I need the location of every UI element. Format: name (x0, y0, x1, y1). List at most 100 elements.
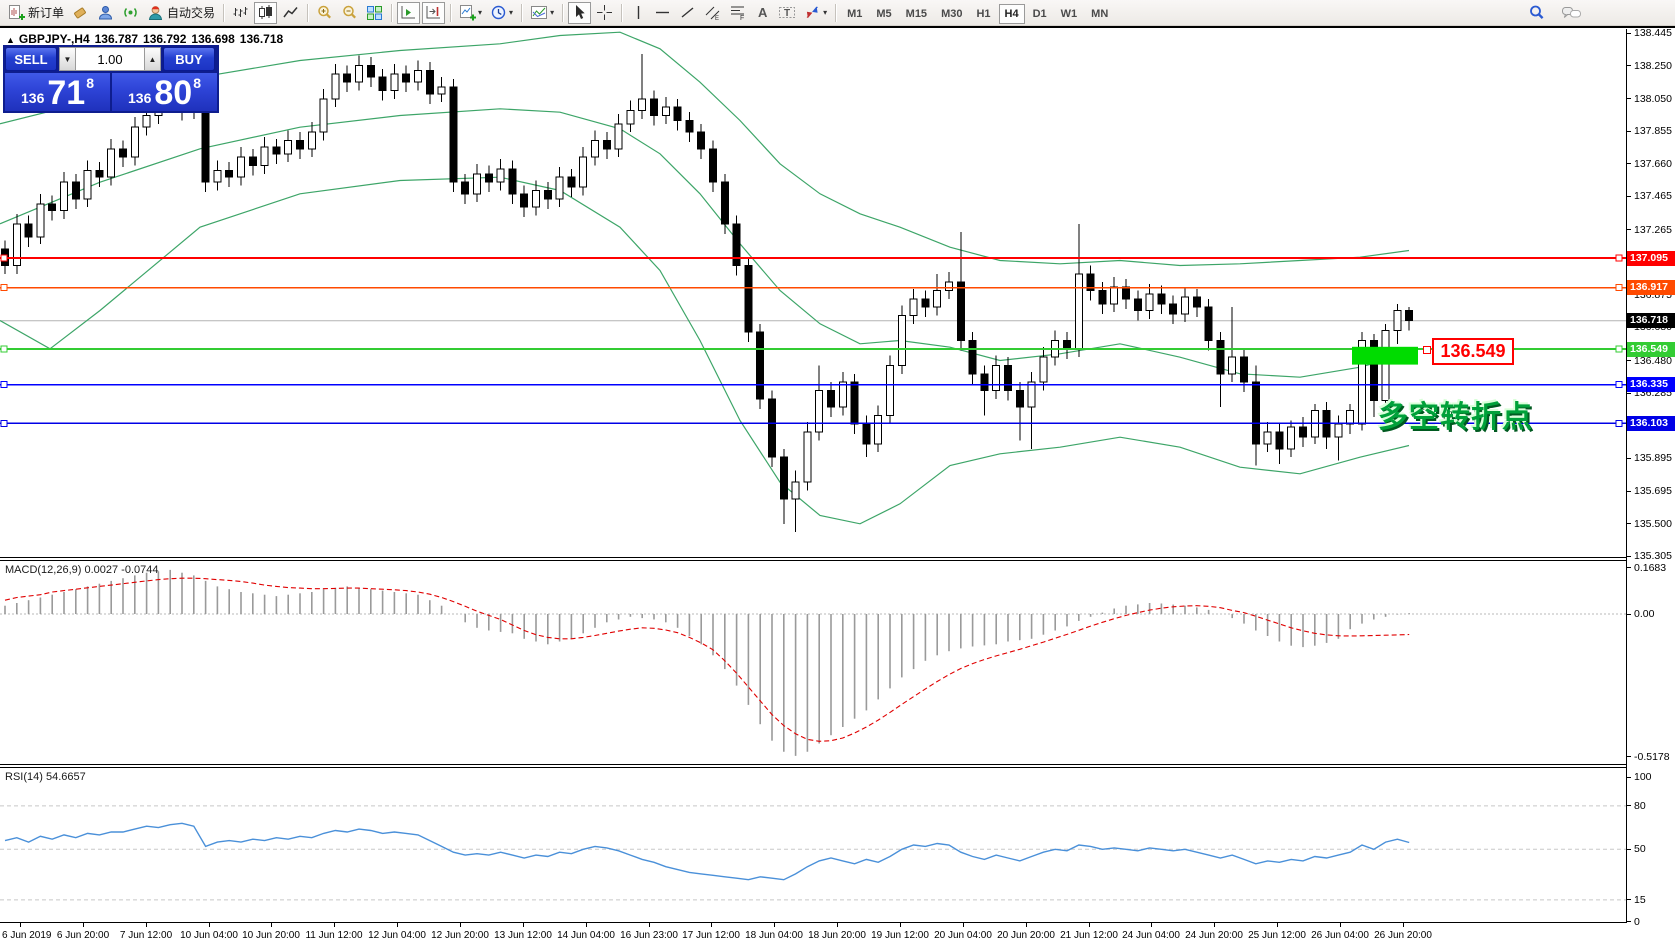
turning-point-annotation[interactable]: 多空转折点 (1378, 401, 1533, 434)
new-order-button[interactable]: 新订单 (5, 2, 67, 24)
rsi-tick (1627, 899, 1631, 901)
eraser-button[interactable] (69, 2, 92, 24)
timeframe-m15[interactable]: M15 (905, 7, 928, 20)
user-button[interactable] (94, 2, 117, 24)
line-chart-button[interactable] (279, 2, 302, 24)
candle-body (732, 223, 741, 267)
sell-button[interactable]: SELL (5, 47, 57, 71)
volume-decrease-button[interactable]: ▼ (59, 47, 76, 71)
chart-symbol-header[interactable]: ▲ GBPJPY-,H4 136.787 136.792 136.698 136.718 (6, 32, 288, 46)
time-axis[interactable]: 6 Jun 2019 6 Jun 20:00 7 Jun 12:00 10 Jun 0… (0, 922, 1627, 948)
collapse-triangle-icon[interactable]: ▲ (6, 35, 15, 45)
fibonacci-button[interactable]: F (726, 2, 749, 24)
periods-button[interactable]: ▾ (487, 2, 516, 24)
buy-button[interactable]: BUY (163, 47, 215, 71)
chart-profile-button[interactable]: ▾ (527, 2, 557, 24)
time-label: 6 Jun 2019 (2, 930, 52, 941)
chevron-down-icon[interactable]: ▾ (823, 8, 828, 17)
toolbar-right-group (1524, 2, 1587, 24)
separator (450, 3, 452, 22)
macd-label: MACD(12,26,9) 0.0027 -0.0744 (5, 564, 159, 576)
candle-body (1133, 298, 1142, 311)
separator (621, 3, 623, 22)
horizontal-line-button[interactable] (651, 2, 674, 24)
time-tick (649, 923, 650, 927)
main-chart[interactable] (0, 29, 1626, 557)
level-handle (0, 419, 8, 427)
trendline-button[interactable] (676, 2, 699, 24)
auto-trading-button[interactable]: 自动交易 (144, 2, 218, 24)
candle-body (130, 126, 139, 158)
chart-shift-button[interactable] (422, 1, 446, 24)
time-tick (586, 923, 587, 927)
chat-button[interactable] (1558, 2, 1586, 24)
time-tick (1214, 923, 1215, 927)
indicators-button[interactable]: ▾ (456, 2, 485, 24)
signal-button[interactable] (119, 2, 142, 24)
equidistant-channel-button[interactable]: E (701, 2, 724, 24)
candle-body (838, 381, 847, 408)
zoom-out-button[interactable] (338, 2, 361, 24)
text-label-button[interactable]: T (775, 2, 799, 24)
separator (391, 3, 393, 22)
volume-input[interactable] (76, 47, 144, 71)
panel-divider[interactable] (0, 557, 1675, 558)
chevron-down-icon[interactable]: ▾ (509, 8, 514, 17)
level-label-anchor[interactable] (1423, 346, 1431, 354)
arrows-button[interactable]: ▾ (801, 2, 830, 24)
time-tick (1151, 923, 1152, 927)
sell-price-display[interactable]: 136 71 8 (5, 73, 110, 111)
candle-body (83, 170, 92, 200)
crosshair-icon (597, 5, 613, 20)
search-button[interactable] (1525, 2, 1549, 24)
zoom-in-button[interactable] (313, 2, 336, 24)
chevron-down-icon[interactable]: ▾ (478, 8, 483, 17)
panel-divider[interactable] (0, 764, 1675, 765)
window-frame-line (0, 26, 1675, 28)
panel-divider (0, 560, 1675, 561)
tile-windows-button[interactable] (363, 2, 386, 24)
arrows-icon (806, 6, 818, 19)
timeframe-m5[interactable]: M5 (876, 7, 892, 20)
time-label: 16 Jun 23:00 (620, 930, 678, 941)
rsi-panel (0, 768, 1626, 922)
auto-scroll-button[interactable] (397, 1, 421, 24)
candle-body (1216, 340, 1225, 375)
candlestick-chart-button[interactable] (254, 1, 278, 24)
cursor-button[interactable] (568, 1, 592, 24)
candle-body (697, 131, 706, 150)
timeframe-mn[interactable]: MN (1091, 7, 1109, 20)
chevron-down-icon[interactable]: ▾ (550, 8, 555, 17)
time-tick (271, 923, 272, 927)
candle-body (614, 123, 623, 150)
crosshair-button[interactable] (593, 2, 616, 24)
candle-body (1074, 273, 1083, 350)
timeframe-m1[interactable]: M1 (847, 7, 863, 20)
timeframe-w1[interactable]: W1 (1060, 7, 1078, 20)
timeframe-d1[interactable]: D1 (1032, 7, 1047, 20)
timeframe-h1[interactable]: H1 (976, 7, 991, 20)
candle-body (508, 168, 517, 195)
vertical-line-button[interactable] (627, 2, 649, 24)
separator (562, 3, 564, 22)
highlight-rectangle[interactable] (1352, 346, 1418, 365)
bar-chart-button[interactable] (229, 2, 252, 24)
price-scale[interactable]: 138.445 138.250 138.050 137.855 137.660 137.4… (1626, 27, 1675, 928)
candle-body (720, 181, 729, 225)
timeframe-h4[interactable]: H4 (998, 3, 1025, 24)
candle-body (1393, 310, 1402, 331)
candle-body (874, 415, 883, 445)
timeframe-m30[interactable]: M30 (941, 7, 963, 20)
cursor-icon (576, 5, 585, 19)
text-button[interactable]: A (751, 2, 773, 24)
price-tick-label: 137.660 (1634, 157, 1672, 170)
price-tick-label: 135.695 (1634, 485, 1672, 498)
candle-body (661, 106, 670, 116)
level-price-label[interactable]: 136.549 (1432, 338, 1514, 365)
buy-price-display[interactable]: 136 80 8 (112, 73, 217, 111)
candle-body (1110, 286, 1119, 305)
candle-body (1275, 431, 1284, 450)
price-tick (1627, 130, 1631, 132)
volume-increase-button[interactable]: ▲ (144, 47, 161, 71)
macd-tick (1627, 613, 1631, 615)
